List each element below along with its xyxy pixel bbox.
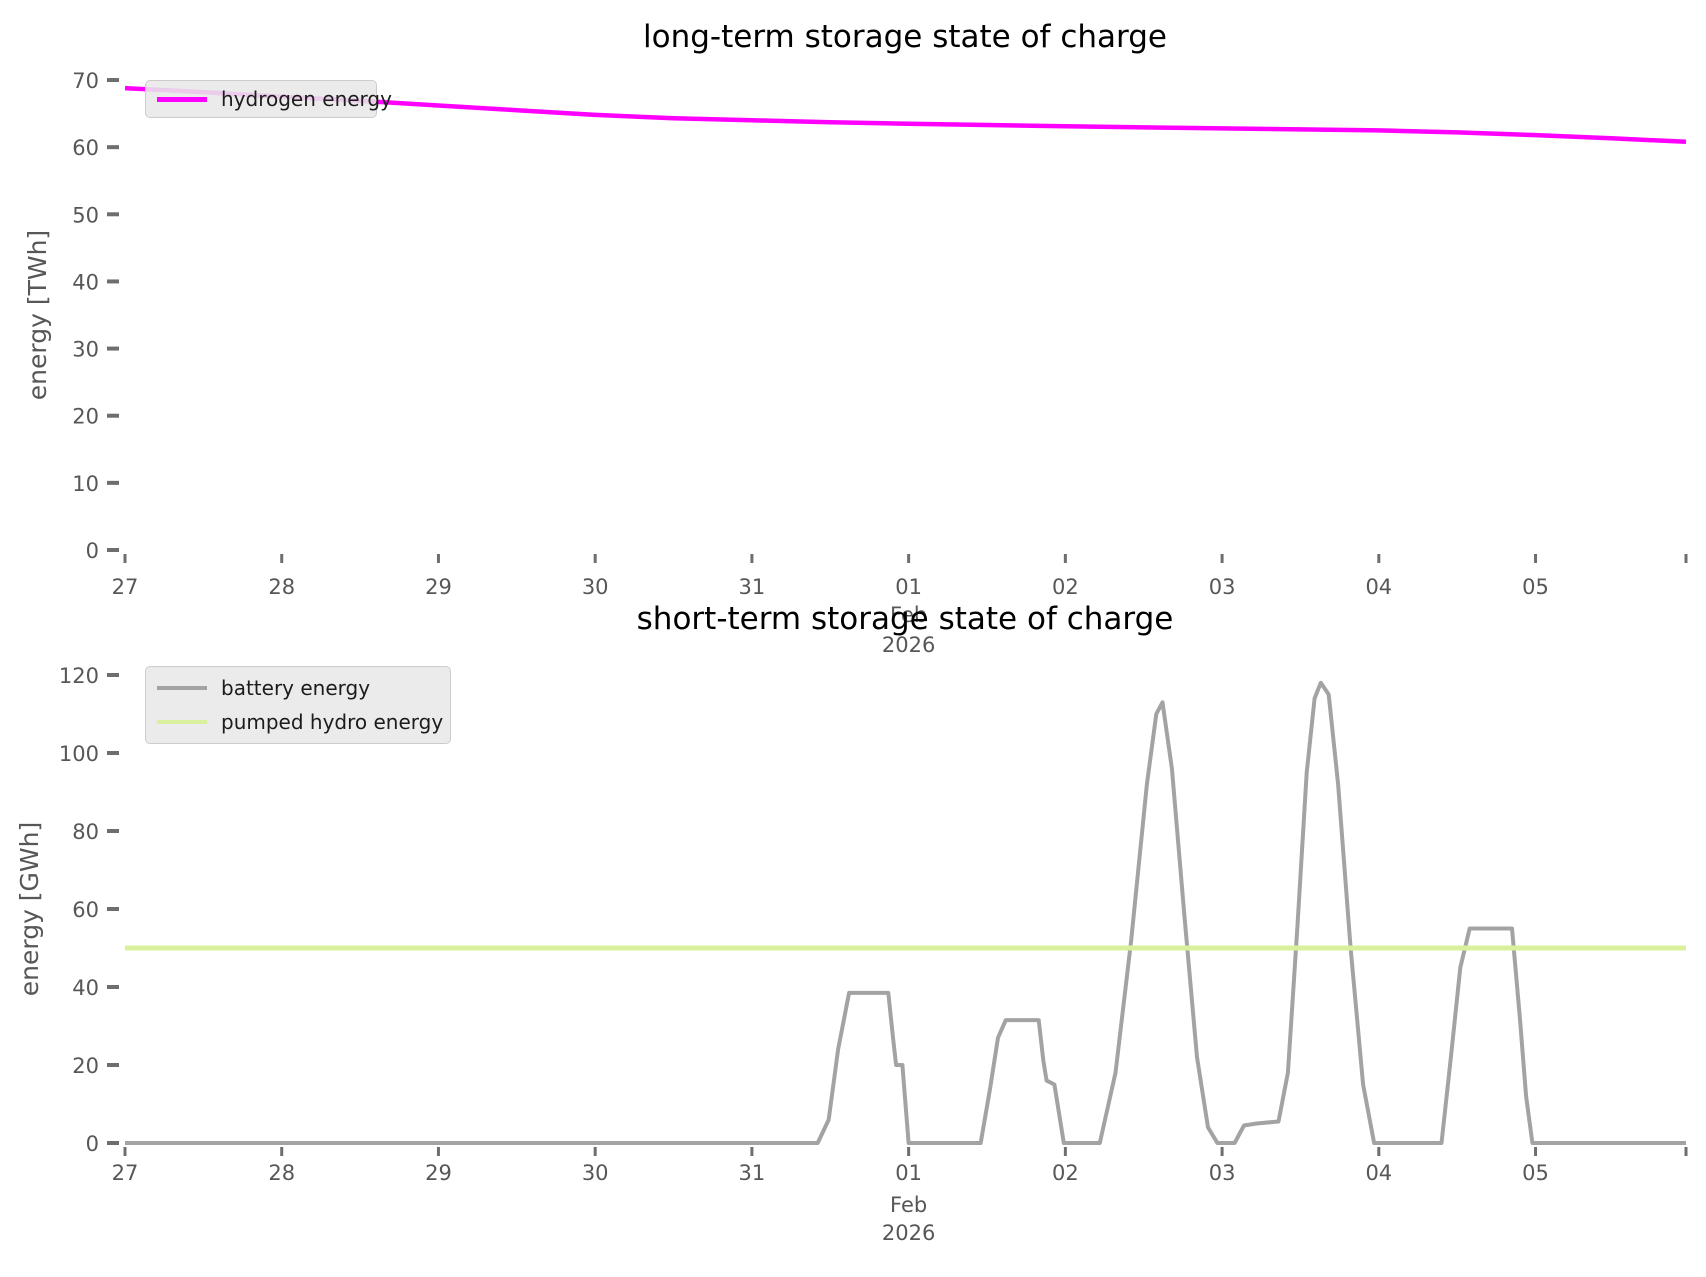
pumped-hydro-energy-legend-label: pumped hydro energy: [221, 709, 444, 734]
battery-energy-legend-swatch: [157, 686, 207, 691]
y-tick: [107, 985, 119, 989]
x-tick-label: 29: [425, 1161, 452, 1185]
y-tick: [107, 548, 119, 552]
hydrogen-energy-line: [124, 85, 1687, 145]
x-tick: [280, 1147, 284, 1156]
x-tick-label: 30: [582, 1161, 609, 1185]
x-axis-period-label: 2026: [882, 1221, 935, 1245]
x-tick-label: 27: [112, 575, 139, 599]
long-term-storage-plot: 27 28 29 30 31 01 02 03 04 05 Feb 2026 0 10 20 30 40 50 60…: [23, 69, 1688, 657]
x-tick: [280, 554, 284, 563]
y-tick: [107, 1141, 119, 1145]
x-tick-label: 04: [1365, 575, 1392, 599]
legend-row-pumped-hydro: pumped hydro energy: [146, 710, 450, 734]
y-tick: [107, 212, 119, 217]
legend-row-hydrogen: hydrogen energy: [146, 87, 392, 111]
x-tick: [123, 554, 127, 563]
y-tick-label: 10: [72, 472, 99, 496]
x-tick-label: 02: [1052, 1161, 1079, 1185]
long-term-legend: hydrogen energy: [145, 80, 392, 118]
legend-row-battery: battery energy: [146, 676, 450, 700]
x-axis-period-label: Feb: [890, 603, 927, 627]
x-tick: [1534, 1147, 1538, 1156]
y-tick: [107, 413, 119, 418]
y-tick: [107, 1063, 119, 1067]
y-tick: [107, 751, 119, 755]
x-tick: [1534, 554, 1538, 563]
short-term-storage-plot: 27 28 29 30 31 01 02 03 04 05 Feb 2026 0 20 40 60 80 100 1…: [15, 664, 1688, 1245]
y-tick-label: 120: [59, 664, 99, 688]
pumped-hydro-energy-legend-swatch: [157, 719, 207, 724]
y-tick-label: 40: [72, 270, 99, 294]
x-tick-label: 28: [268, 575, 295, 599]
x-tick-label: 05: [1522, 575, 1549, 599]
y-tick: [107, 829, 119, 833]
x-tick: [593, 1147, 597, 1156]
x-tick: [1063, 1147, 1067, 1156]
x-tick-label: 31: [739, 575, 766, 599]
x-tick-label: 02: [1052, 575, 1079, 599]
x-tick-label: 31: [739, 1161, 766, 1185]
x-tick: [1063, 554, 1067, 563]
y-tick: [107, 907, 119, 911]
y-tick-label: 70: [72, 69, 99, 93]
x-tick-label: 01: [895, 575, 922, 599]
x-axis-period-label: Feb: [890, 1193, 927, 1217]
y-tick-label: 60: [72, 136, 99, 160]
short-term-legend: battery energy pumped hydro energy: [145, 666, 451, 744]
y-tick: [107, 673, 119, 677]
x-tick: [907, 554, 911, 563]
y-tick: [107, 78, 119, 83]
x-tick: [1220, 1147, 1224, 1156]
x-tick-label: 03: [1209, 575, 1236, 599]
y-tick-label: 20: [72, 405, 99, 429]
y-tick: [107, 480, 119, 485]
y-tick: [107, 145, 119, 150]
y-tick-label: 50: [72, 203, 99, 227]
x-tick: [593, 554, 597, 563]
y-tick-label: 20: [72, 1054, 99, 1078]
x-tick-label: 05: [1522, 1161, 1549, 1185]
x-tick-label: 29: [425, 575, 452, 599]
x-tick-label: 01: [895, 1161, 922, 1185]
x-tick: [750, 554, 754, 563]
y-tick: [107, 279, 119, 284]
hydrogen-energy-legend-label: hydrogen energy: [221, 87, 392, 111]
y-axis-label: energy [TWh]: [23, 230, 52, 400]
x-tick: [750, 1147, 754, 1156]
y-tick: [107, 346, 119, 351]
x-tick-end: [1684, 554, 1688, 563]
x-tick: [1377, 1147, 1381, 1156]
y-tick-label: 80: [72, 820, 99, 844]
y-tick-label: 40: [72, 976, 99, 1000]
y-tick-label: 0: [86, 539, 99, 563]
x-tick: [1377, 554, 1381, 563]
x-tick-label: 03: [1209, 1161, 1236, 1185]
x-tick-label: 04: [1365, 1161, 1392, 1185]
y-tick-label: 60: [72, 898, 99, 922]
battery-energy-legend-label: battery energy: [221, 676, 371, 701]
x-tick: [907, 1147, 911, 1156]
y-tick-label: 100: [59, 742, 99, 766]
y-tick-label: 30: [72, 338, 99, 362]
y-axis-label: energy [GWh]: [15, 822, 44, 997]
x-tick: [436, 1147, 440, 1156]
long-term-chart-title: long-term storage state of charge: [643, 19, 1167, 55]
battery-energy-line: [125, 680, 1686, 1145]
x-tick: [436, 554, 440, 563]
y-tick-label: 0: [86, 1132, 99, 1156]
x-tick-label: 28: [268, 1161, 295, 1185]
x-axis-period-label: 2026: [882, 633, 935, 657]
x-tick-label: 30: [582, 575, 609, 599]
x-tick-end: [1684, 1147, 1688, 1156]
x-tick: [1220, 554, 1224, 563]
x-tick-label: 27: [112, 1161, 139, 1185]
short-term-chart-title: short-term storage state of charge: [636, 601, 1174, 637]
hydrogen-energy-legend-swatch: [157, 96, 207, 102]
x-tick: [123, 1147, 127, 1156]
